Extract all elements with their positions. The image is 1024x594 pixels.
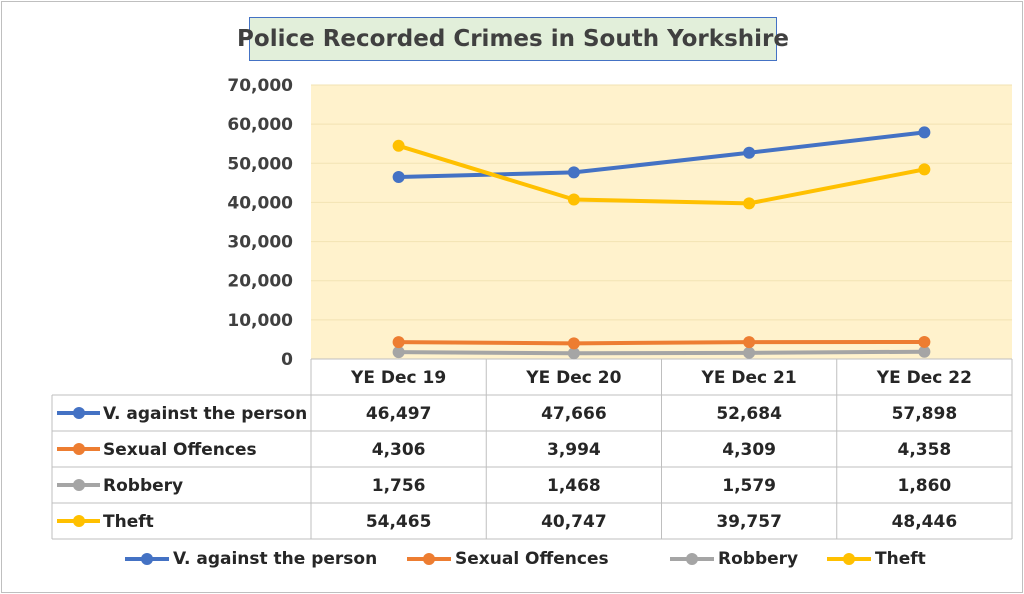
table-cell-value: 46,497 [366,404,432,424]
data-point [567,166,580,179]
y-tick-label: 30,000 [227,233,293,253]
data-point [918,335,931,348]
table-cell-value: 48,446 [892,512,958,532]
legend-label: V. against the person [173,549,378,569]
legend-marker [125,553,169,565]
legend-item: V. against the person [125,542,377,576]
legend-marker [827,553,871,565]
y-tick-label: 50,000 [227,154,293,174]
y-tick-label: 20,000 [227,272,293,292]
y-axis-ticks: 0 10,000 20,000 30,000 40,000 50,000 60,000 70,… [227,76,293,370]
table-cell-value: 52,684 [716,404,782,424]
table-cell-value: 4,358 [897,440,951,460]
legend-item: Robbery [670,542,798,576]
table-cell-value: 40,747 [541,512,607,532]
y-tick-label: 40,000 [227,193,293,213]
legend: V. against the person Sexual Offences Robb… [2,542,1024,576]
table-cell-value: 1,756 [372,476,426,496]
table-series-name: Robbery [103,476,183,496]
table-cell-value: 1,579 [722,476,776,496]
series-line [398,339,925,346]
legend-label: Theft [875,549,926,569]
category-label: YE Dec 19 [350,368,446,388]
data-point [918,126,931,139]
data-point [392,346,405,359]
series-line [398,143,925,206]
data-point [918,345,931,358]
data-point [743,336,756,349]
table-legend-key [57,479,100,491]
table-legend-key [57,515,100,527]
y-tick-label: 0 [281,350,293,370]
category-label: YE Dec 21 [701,368,797,388]
data-point [918,163,931,176]
table-series-name: Theft [103,512,154,532]
y-tick-label: 10,000 [227,311,293,331]
table-series-name: Sexual Offences [103,440,257,460]
table-cell-value: 47,666 [541,404,607,424]
legend-item: Sexual Offences [407,542,609,576]
table-cell-value: 54,465 [366,512,432,532]
category-label: YE Dec 20 [525,368,621,388]
legend-label: Robbery [718,549,799,569]
legend-label: Sexual Offences [455,549,609,569]
y-tick-label: 70,000 [227,76,293,96]
table-cell-value: 3,994 [547,440,601,460]
series-line [398,349,925,356]
data-point [743,346,756,359]
table-cell-value: 1,468 [547,476,601,496]
legend-marker [670,553,714,565]
data-point [743,146,756,159]
data-point [743,197,756,210]
table-series-name: V. against the person [103,404,307,424]
table-cell-value: 57,898 [892,404,958,424]
data-point [392,170,405,183]
data-point [567,337,580,350]
table-legend-key [57,443,100,455]
y-tick-label: 60,000 [227,115,293,135]
table-cell-value: 1,860 [897,476,951,496]
table-cell-value: 4,306 [372,440,426,460]
category-label: YE Dec 22 [876,368,972,388]
data-point [392,139,405,152]
data-point [392,336,405,349]
series-lines [392,126,931,360]
table-cell-value: 4,309 [722,440,776,460]
data-table: YE Dec 19 YE Dec 20 YE Dec 21 YE Dec 22 V. a… [51,358,1013,540]
table-cell-value: 39,757 [716,512,782,532]
legend-marker [407,553,451,565]
legend-item: Theft [827,542,926,576]
data-point [567,347,580,360]
table-legend-key [57,407,100,419]
chart-title: Police Recorded Crimes in South Yorkshir… [237,17,789,61]
data-point [567,193,580,206]
plot-area [311,85,1012,359]
